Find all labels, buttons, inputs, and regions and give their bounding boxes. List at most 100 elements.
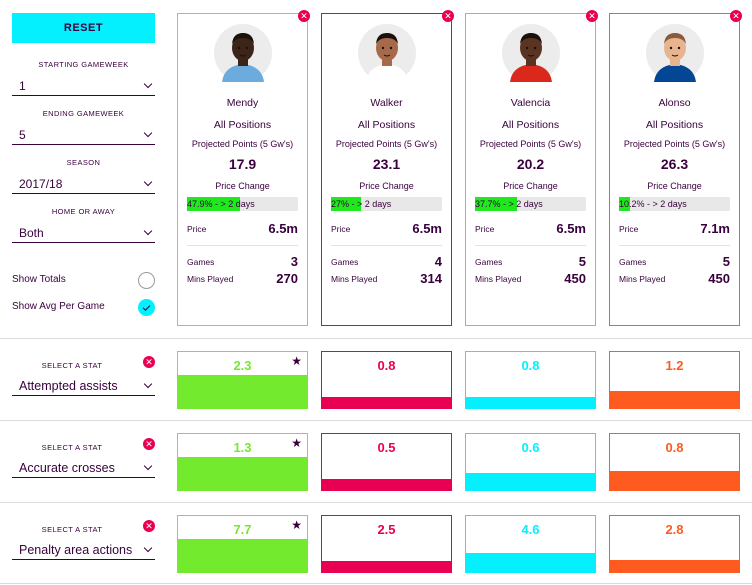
select-stat-label: SELECT A STAT — [41, 443, 103, 452]
stat-value: 2.5 — [377, 522, 396, 537]
price-label: Price — [475, 223, 495, 234]
stat-value-box: 0.6 — [465, 433, 596, 491]
stat-value-box: 2.3 ★ — [177, 351, 308, 409]
stat-value-box: 7.7 ★ — [177, 515, 308, 573]
star-icon: ★ — [291, 436, 302, 450]
close-icon: ✕ — [588, 10, 596, 21]
price-change-bar: 10.2% - > 2 days — [619, 197, 730, 211]
stat-value-box: 0.8 — [321, 351, 452, 409]
stat-bar-fill — [610, 471, 739, 490]
price-change-fill — [619, 197, 631, 211]
stat-bar-fill — [610, 391, 739, 408]
reset-button[interactable]: RESET — [12, 13, 155, 43]
price-value: 7.1m — [700, 221, 730, 236]
stat-bar-fill — [610, 560, 739, 572]
ending-gameweek-value: 5 — [19, 127, 26, 142]
stat-value-box: 0.5 — [321, 433, 452, 491]
games-value: 5 — [722, 254, 730, 269]
stat-bar-fill — [178, 539, 307, 572]
stat-value: 1.3 — [233, 440, 252, 455]
remove-player-button[interactable]: ✕ — [442, 10, 454, 22]
stat-select[interactable]: Attempted assists — [12, 376, 155, 396]
divider — [0, 420, 752, 421]
check-icon — [142, 302, 151, 311]
player-position: All Positions — [357, 119, 416, 131]
player-name: Valencia — [510, 97, 551, 109]
projected-points-value: 20.2 — [516, 156, 545, 172]
stat-select-value: Attempted assists — [19, 378, 118, 393]
price-change-bar: 37.7% - > 2 days — [475, 197, 586, 211]
stat-bar-fill — [178, 375, 307, 408]
player-avatar — [502, 24, 560, 82]
show-avg-toggle[interactable] — [138, 299, 155, 316]
projected-points-label: Projected Points (5 Gw's) — [335, 139, 438, 149]
mins-played-value: 314 — [420, 271, 442, 286]
stat-bar-fill — [322, 479, 451, 490]
player-position: All Positions — [645, 119, 704, 131]
price-value: 6.5m — [412, 221, 442, 236]
price-change-fill — [331, 197, 361, 211]
stat-value-box: 0.8 — [609, 433, 740, 491]
season-select[interactable]: 2017/18 — [12, 174, 155, 194]
stat-value-box: 2.8 — [609, 515, 740, 573]
player-avatar — [358, 24, 416, 82]
show-totals-label: Show Totals — [12, 274, 66, 285]
player-card: Walker All Positions Projected Points (5… — [321, 13, 452, 326]
stat-value: 0.8 — [665, 440, 684, 455]
divider — [619, 245, 730, 246]
price-change-text: 10.2% - > 2 days — [619, 199, 687, 209]
price-value: 6.5m — [556, 221, 586, 236]
ending-gameweek-label: ENDING GAMEWEEK — [42, 109, 125, 118]
chevron-down-icon — [143, 128, 153, 137]
stat-value: 0.6 — [521, 440, 540, 455]
ending-gameweek-select[interactable]: 5 — [12, 125, 155, 145]
stat-bar-fill — [466, 473, 595, 490]
price-change-label: Price Change — [503, 181, 558, 191]
remove-stat-button[interactable]: ✕ — [143, 356, 155, 368]
home-or-away-label: HOME OR AWAY — [51, 207, 116, 216]
stat-select[interactable]: Accurate crosses — [12, 458, 155, 478]
remove-stat-button[interactable]: ✕ — [143, 438, 155, 450]
remove-player-button[interactable]: ✕ — [586, 10, 598, 22]
remove-player-button[interactable]: ✕ — [298, 10, 310, 22]
mins-played-value: 450 — [708, 271, 730, 286]
show-totals-toggle[interactable] — [138, 272, 155, 289]
mins-played-label: Mins Played — [475, 273, 522, 284]
projected-points-value: 23.1 — [372, 156, 401, 172]
stat-value: 2.3 — [233, 358, 252, 373]
price-change-bar: 47.9% - > 2 days — [187, 197, 298, 211]
close-icon: ✕ — [444, 10, 452, 21]
player-name: Alonso — [658, 97, 691, 109]
stat-select[interactable]: Penalty area actions — [12, 540, 155, 560]
remove-player-button[interactable]: ✕ — [730, 10, 742, 22]
home-or-away-select[interactable]: Both — [12, 223, 155, 243]
chevron-down-icon — [143, 226, 153, 235]
season-label: SEASON — [66, 158, 101, 167]
games-value: 5 — [578, 254, 586, 269]
games-label: Games — [331, 256, 359, 267]
stat-value: 2.8 — [665, 522, 684, 537]
player-avatar — [646, 24, 704, 82]
player-card: Alonso All Positions Projected Points (5… — [609, 13, 740, 326]
stat-bar-fill — [466, 397, 595, 408]
stat-value: 1.2 — [665, 358, 684, 373]
price-label: Price — [187, 223, 207, 234]
select-stat-label: SELECT A STAT — [41, 361, 103, 370]
chevron-down-icon — [143, 79, 153, 88]
show-avg-label: Show Avg Per Game — [12, 301, 105, 312]
stat-value-box: 1.3 ★ — [177, 433, 308, 491]
games-value: 3 — [290, 254, 298, 269]
player-position: All Positions — [213, 119, 272, 131]
divider — [331, 245, 442, 246]
starting-gameweek-select[interactable]: 1 — [12, 76, 155, 96]
projected-points-value: 26.3 — [660, 156, 689, 172]
stat-bar-fill — [322, 561, 451, 572]
mins-played-value: 450 — [564, 271, 586, 286]
player-card: Valencia All Positions Projected Points … — [465, 13, 596, 326]
mins-played-label: Mins Played — [331, 273, 378, 284]
remove-stat-button[interactable]: ✕ — [143, 520, 155, 532]
price-value: 6.5m — [268, 221, 298, 236]
chevron-down-icon — [143, 379, 153, 388]
games-label: Games — [187, 256, 215, 267]
stat-value-box: 0.8 — [465, 351, 596, 409]
